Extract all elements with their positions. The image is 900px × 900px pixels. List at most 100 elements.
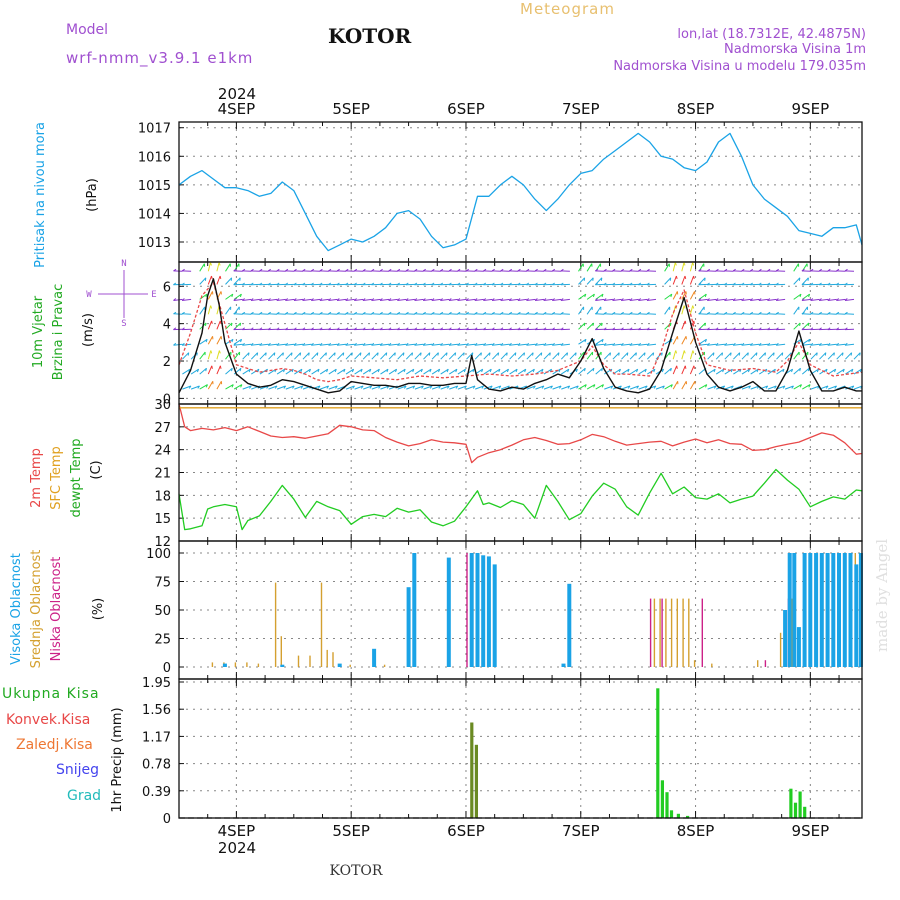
wind-arrow-head	[371, 298, 375, 301]
wind-arrow-head	[825, 385, 829, 389]
wind-arrow-head	[670, 368, 672, 372]
wind-arrow-head	[670, 293, 673, 298]
wind-arrow-head	[386, 369, 389, 373]
wind-arrow-head	[319, 311, 323, 315]
wind-arrow-head	[498, 385, 502, 389]
wind-arrow-head	[850, 352, 853, 356]
wind-arrow	[207, 336, 214, 345]
wind-arrow	[526, 368, 535, 375]
temperature-ytick-label: 24	[154, 444, 171, 459]
wind-arrow-head	[500, 327, 504, 331]
wind-arrow	[612, 352, 620, 360]
wind-arrow-head	[233, 282, 237, 286]
wind-arrow	[285, 313, 295, 315]
wind-arrow-head	[422, 327, 426, 331]
wind-arrow-head	[775, 311, 779, 315]
station-title: KOTOR	[328, 24, 412, 48]
wind-arrow-head	[705, 384, 708, 388]
wind-arrow-head	[827, 282, 831, 286]
wind-arrow	[758, 343, 768, 346]
wind-arrow-head	[250, 268, 254, 272]
wind-arrow	[819, 343, 829, 346]
wind-arrow-head	[483, 327, 487, 331]
wind-arrow-head	[517, 327, 521, 331]
wind-arrow-head	[543, 327, 547, 331]
wind-arrow	[182, 352, 190, 360]
wind-arrow-head	[242, 282, 245, 286]
high-cloud-bar	[837, 553, 841, 667]
wind-arrow-head	[508, 298, 512, 301]
high-cloud-bar	[406, 587, 411, 667]
wind-arrow	[414, 298, 424, 301]
wind-arrow	[440, 385, 450, 390]
wind-arrow-head	[429, 369, 432, 373]
wind-arrow	[517, 352, 525, 360]
wind-arrow-head	[490, 385, 493, 389]
wind-arrow	[483, 343, 493, 346]
wind-arrow-head	[474, 268, 478, 272]
wind-arrow	[689, 305, 694, 315]
wind-arrow-head	[601, 368, 603, 372]
wind-arrow-head	[259, 342, 263, 346]
precip-frame	[178, 678, 863, 819]
wind-arrow-head	[240, 339, 243, 343]
wind-arrow-head	[514, 352, 517, 356]
wind-arrow	[345, 298, 355, 301]
wind-arrow-head	[683, 350, 686, 354]
wind-arrow	[560, 298, 570, 301]
wind-arrow-head	[242, 298, 245, 301]
wind-arrow-head	[334, 352, 336, 356]
wind-arrow-head	[291, 369, 294, 373]
wind-arrow-head	[240, 384, 243, 388]
wind-arrow	[225, 306, 232, 315]
wind-arrow	[354, 352, 362, 360]
wind-arrow-head	[791, 385, 794, 389]
wind-arrow	[517, 368, 527, 375]
wind-arrow-head	[610, 385, 614, 389]
wind-arrow-head	[483, 298, 487, 301]
wind-arrow	[483, 368, 492, 375]
precip-ytick-label: 1.56	[142, 703, 171, 718]
wind-arrow-head	[801, 298, 805, 301]
wind-arrow-head	[741, 311, 745, 315]
wind-arrow	[776, 343, 786, 346]
wind-arrow	[750, 298, 760, 301]
wind-arrow	[250, 352, 258, 360]
wind-arrow	[345, 343, 355, 346]
wind-arrow-head	[721, 352, 723, 356]
wind-arrow	[715, 352, 723, 360]
wind-arrow-head	[265, 352, 267, 356]
wind-arrow	[500, 298, 510, 301]
wind-arrow-head	[239, 293, 242, 298]
precip-ytick-label: 0.39	[142, 785, 171, 800]
wind-arrow	[689, 320, 695, 330]
temperature-ytick-label: 15	[154, 512, 171, 527]
bottom-year-label: 2024	[218, 839, 256, 857]
wind-ytick-label: 4	[163, 318, 171, 333]
wind-arrow-head	[422, 311, 426, 315]
temp-ylabel-2: SFC Temp	[49, 446, 64, 510]
wind-arrow-head	[593, 384, 596, 388]
wind-arrow-head	[446, 352, 448, 356]
wind-arrow-head	[267, 282, 271, 286]
wind-arrow	[750, 368, 759, 375]
wind-arrow	[423, 313, 433, 315]
wind-arrow-head	[291, 352, 293, 356]
panels: 1013101410151016101702461215182124273002…	[138, 121, 863, 827]
wind-arrow-head	[299, 352, 302, 356]
wind-arrow	[268, 343, 278, 346]
top-date-label: 8SEP	[677, 100, 715, 118]
wind-arrow-head	[775, 342, 779, 346]
wind-arrow-head	[638, 342, 642, 346]
wind-arrow-head	[464, 385, 467, 389]
wind-arrow-head	[775, 282, 779, 286]
wind-arrow-head	[379, 311, 383, 315]
wind-arrow	[784, 352, 792, 360]
wind-arrow	[578, 384, 587, 390]
wind-arrow	[466, 298, 476, 301]
wind-arrow	[414, 343, 424, 346]
wind-arrow-head	[629, 342, 633, 346]
model-elevation-text: Nadmorska Visina u modelu 179.035m	[613, 59, 866, 74]
cloud-ylabel-1: Visoka Oblacnost	[9, 553, 24, 665]
wind-arrow	[380, 352, 388, 360]
